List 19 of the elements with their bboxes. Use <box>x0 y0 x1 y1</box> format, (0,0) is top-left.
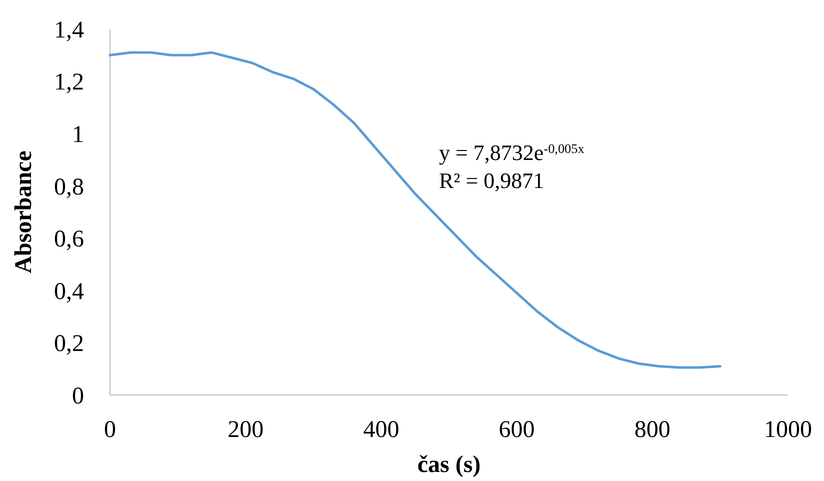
y-axis-title: Absorbance <box>11 150 37 274</box>
x-tick-label: 200 <box>228 417 264 443</box>
y-tick-label: 1,4 <box>54 17 84 44</box>
x-axis-title: čas (s) <box>417 452 481 478</box>
annotation: R² = 0,9871 <box>439 168 544 193</box>
y-tick-label: 0,2 <box>54 331 84 358</box>
y-tick-label: 1 <box>72 122 84 148</box>
x-tick-label: 0 <box>104 417 116 443</box>
y-tick-label: 0,8 <box>54 174 84 200</box>
x-tick-label: 600 <box>498 417 535 443</box>
x-tick-label: 800 <box>634 417 670 443</box>
y-tick-label: 0,6 <box>54 226 84 253</box>
annotation: y = 7,8732e$^{-0,005x}$ <box>439 140 585 165</box>
x-tick-label: 400 <box>363 417 400 443</box>
line-series <box>108 51 722 369</box>
y-tick-label: 0 <box>72 383 84 410</box>
y-tick-label: 1,2 <box>54 70 84 96</box>
x-tick-label: 1000 <box>764 417 812 443</box>
y-tick-label: 0,4 <box>54 278 84 305</box>
